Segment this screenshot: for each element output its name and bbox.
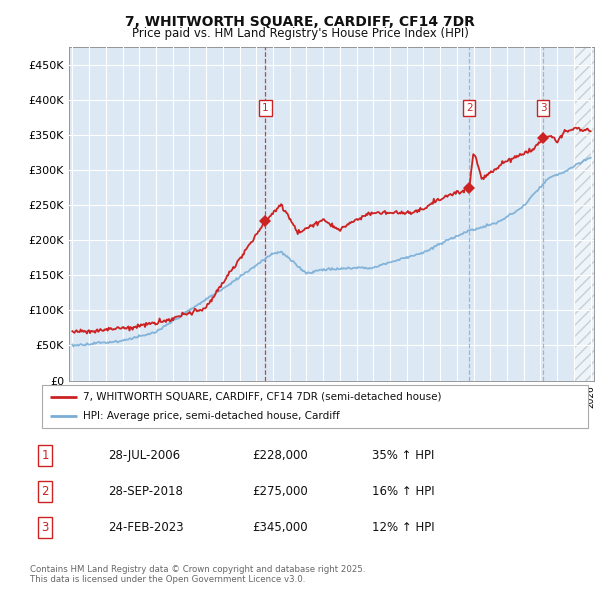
Text: 28-JUL-2006: 28-JUL-2006	[108, 449, 180, 462]
Text: 24-FEB-2023: 24-FEB-2023	[108, 521, 184, 534]
Text: 1: 1	[41, 449, 49, 462]
Text: 16% ↑ HPI: 16% ↑ HPI	[372, 485, 434, 498]
Text: 7, WHITWORTH SQUARE, CARDIFF, CF14 7DR (semi-detached house): 7, WHITWORTH SQUARE, CARDIFF, CF14 7DR (…	[83, 392, 442, 402]
Text: 7, WHITWORTH SQUARE, CARDIFF, CF14 7DR: 7, WHITWORTH SQUARE, CARDIFF, CF14 7DR	[125, 15, 475, 29]
Text: 1: 1	[262, 103, 269, 113]
Text: 3: 3	[539, 103, 547, 113]
Text: £275,000: £275,000	[252, 485, 308, 498]
Text: 12% ↑ HPI: 12% ↑ HPI	[372, 521, 434, 534]
Text: £345,000: £345,000	[252, 521, 308, 534]
Bar	[574, 47, 600, 381]
Text: Contains HM Land Registry data © Crown copyright and database right 2025.
This d: Contains HM Land Registry data © Crown c…	[30, 565, 365, 584]
Text: 2: 2	[41, 485, 49, 498]
Text: HPI: Average price, semi-detached house, Cardiff: HPI: Average price, semi-detached house,…	[83, 411, 340, 421]
Text: £228,000: £228,000	[252, 449, 308, 462]
Text: 35% ↑ HPI: 35% ↑ HPI	[372, 449, 434, 462]
Text: Price paid vs. HM Land Registry's House Price Index (HPI): Price paid vs. HM Land Registry's House …	[131, 27, 469, 40]
Text: 2: 2	[466, 103, 473, 113]
Text: 3: 3	[41, 521, 49, 534]
Text: 28-SEP-2018: 28-SEP-2018	[108, 485, 183, 498]
